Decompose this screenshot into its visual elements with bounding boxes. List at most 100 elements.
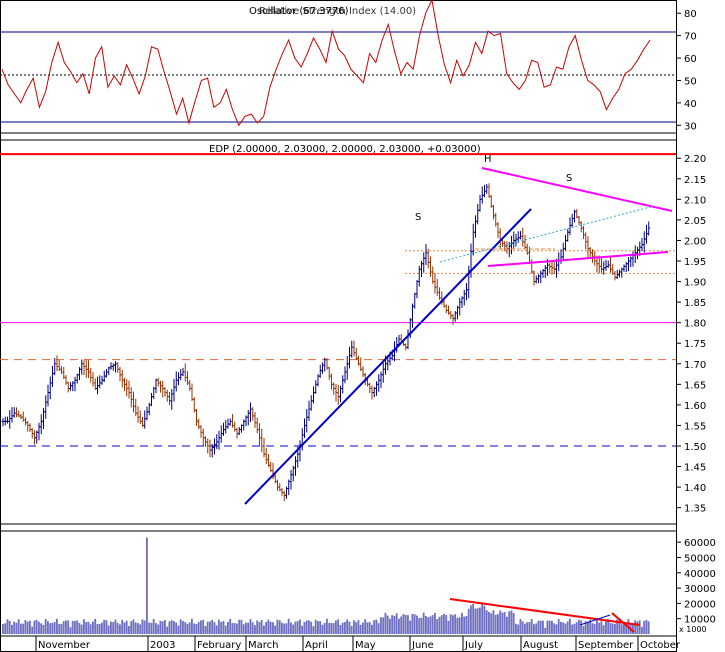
- volume-bar: [447, 620, 450, 634]
- price-bar: [494, 212, 498, 227]
- volume-bar: [101, 622, 103, 634]
- volume-bar: [296, 621, 299, 634]
- price-bar: [51, 365, 54, 388]
- price-bar: [426, 248, 430, 269]
- cyan-dotted-trendline: [439, 205, 655, 263]
- volume-bar: [242, 624, 245, 634]
- price-bar: [73, 376, 77, 392]
- price-bar: [199, 425, 203, 438]
- volume-red-trendline-1: [449, 598, 641, 626]
- volume-bar: [542, 620, 544, 634]
- price-bar: [552, 260, 556, 275]
- annotation-head: H: [484, 154, 492, 165]
- volume-bar: [350, 626, 353, 634]
- volume-bar: [220, 621, 223, 634]
- volume-bar: [98, 624, 101, 634]
- volume-bar: [510, 610, 513, 634]
- price-bar: [228, 418, 232, 426]
- volume-bar: [290, 622, 292, 634]
- volume-bar: [512, 613, 515, 634]
- price-bar: [255, 417, 259, 434]
- price-bar: [584, 232, 588, 250]
- volume-bar: [589, 619, 592, 634]
- price-bar: [163, 387, 167, 397]
- price-bar: [377, 374, 381, 392]
- price-bar: [258, 423, 261, 447]
- volume-bar: [587, 621, 589, 634]
- volume-bar: [330, 623, 333, 634]
- volume-bar: [65, 620, 67, 634]
- price-bar: [6, 416, 9, 424]
- volume-bar: [274, 625, 277, 634]
- volume-bar: [364, 619, 367, 634]
- volume-bar: [11, 624, 13, 634]
- volume-bar: [258, 622, 261, 634]
- price-bar: [174, 371, 178, 392]
- volume-bar: [89, 624, 92, 634]
- volume-bar: [13, 621, 16, 634]
- volume-bar: [418, 618, 421, 634]
- volume-bar: [92, 621, 94, 634]
- price-bar: [150, 393, 153, 407]
- price-bar: [253, 412, 257, 428]
- rsi-title-overlay: Oscillator (67.3776): [249, 6, 349, 17]
- price-bar: [568, 217, 572, 236]
- price-bar: [631, 251, 635, 267]
- price-bar: [217, 430, 221, 450]
- volume-bar: [62, 621, 65, 634]
- volume-bar: [85, 621, 88, 634]
- volume-bar: [503, 611, 506, 634]
- volume-bar: [229, 618, 232, 634]
- rsi-tick-label-5: 80: [684, 9, 697, 20]
- volume-bar: [393, 615, 396, 634]
- price-bar: [8, 410, 12, 429]
- price-bar: [474, 215, 477, 238]
- volume-bar: [303, 622, 306, 634]
- volume-bar: [267, 619, 270, 634]
- volume-bar: [231, 623, 234, 634]
- price-bar: [352, 340, 356, 357]
- volume-bar: [56, 618, 58, 634]
- volume-bar: [530, 618, 533, 634]
- volume-bar: [598, 622, 601, 634]
- price-bar: [645, 224, 648, 244]
- price-bar: [435, 278, 439, 296]
- price-bar: [188, 380, 192, 392]
- volume-bar: [301, 625, 304, 634]
- volume-bar: [398, 618, 400, 634]
- volume-bar: [524, 623, 526, 634]
- volume-bar: [429, 616, 432, 634]
- price-bar: [375, 381, 378, 396]
- volume-bar: [605, 621, 607, 634]
- price-bar: [622, 264, 626, 272]
- volume-bar: [146, 537, 148, 634]
- volume-bar: [465, 615, 468, 634]
- volume-bar: [278, 620, 281, 634]
- volume-panel: 10000 20000 30000 40000 50000 60000 x 1000: [0, 530, 716, 637]
- volume-bar: [157, 624, 160, 634]
- price-bar: [276, 479, 279, 491]
- volume-bar: [467, 608, 470, 634]
- price-bar: [42, 407, 45, 430]
- price-bar: [314, 380, 318, 394]
- volume-bar: [636, 621, 639, 634]
- pattern-annotations: S H S: [415, 154, 572, 223]
- price-bar: [485, 184, 489, 194]
- price-bar: [557, 252, 561, 272]
- volume-bar: [294, 621, 297, 634]
- volume-bar: [332, 623, 335, 634]
- price-bar: [647, 221, 651, 236]
- x-tick-label-1: 2003: [150, 640, 175, 651]
- volume-bar: [74, 620, 76, 634]
- volume-bar: [584, 621, 587, 634]
- price-horizontal-lines: [0, 153, 676, 447]
- price-bar: [69, 382, 72, 391]
- volume-bar: [609, 622, 612, 634]
- volume-unit-label: x 1000: [679, 625, 707, 634]
- volume-bar: [310, 621, 313, 634]
- price-bar: [433, 273, 437, 294]
- price-tick-label-2: 1.45: [684, 463, 706, 474]
- volume-bar: [227, 622, 229, 634]
- volume-bar: [591, 623, 594, 634]
- volume-bar: [562, 622, 565, 634]
